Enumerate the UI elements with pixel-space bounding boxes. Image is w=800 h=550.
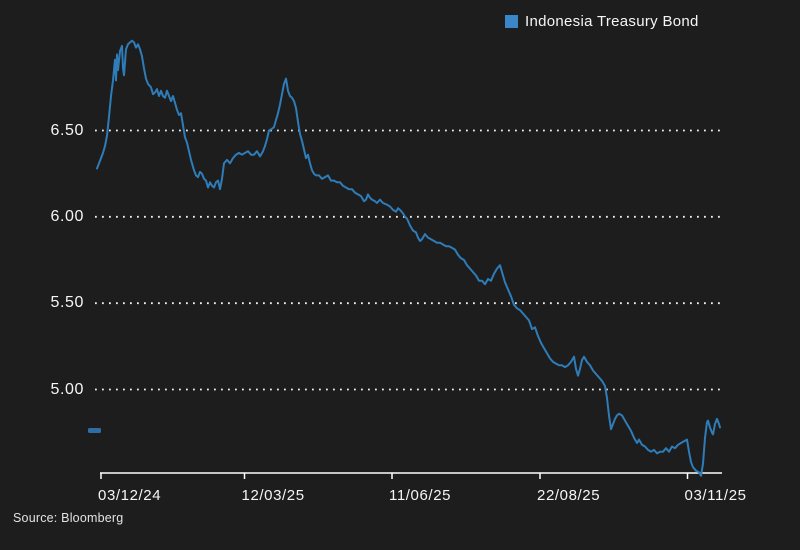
y-tick-label: 6.00 — [50, 207, 84, 225]
y-tick-label: 5.00 — [50, 380, 84, 398]
x-tick-label: 12/03/25 — [241, 487, 305, 504]
x-tick-label: 03/12/24 — [98, 487, 162, 504]
legend: Indonesia Treasury Bond — [505, 13, 699, 30]
last-value-marker — [88, 428, 101, 433]
x-tick-label: 22/08/25 — [537, 487, 601, 504]
x-tick-label: 11/06/25 — [389, 487, 452, 504]
source-attribution: Source: Bloomberg — [13, 511, 124, 525]
legend-swatch-icon — [505, 15, 518, 28]
series-line — [96, 39, 721, 477]
y-tick-label: 5.50 — [50, 294, 84, 312]
y-tick-label: 6.50 — [50, 121, 84, 139]
x-tick-label: 03/11/25 — [684, 487, 747, 504]
legend-series-label: Indonesia Treasury Bond — [525, 13, 699, 30]
